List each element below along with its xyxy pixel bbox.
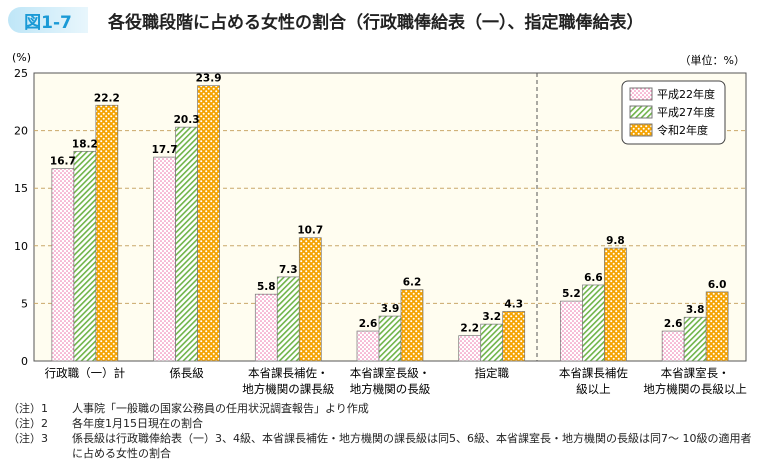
data-label: 2.6 — [664, 318, 683, 330]
bar-chart: (%) （単位：%） 0 5 10 15 20 25 16.7 18.2 22.2 行政職（一）計… — [12, 51, 747, 396]
chart-title: 各役職段階に占める女性の割合（行政職俸給表（一）、指定職俸給表） — [108, 12, 644, 33]
bar — [153, 156, 176, 362]
data-label: 7.3 — [279, 264, 298, 276]
data-label: 18.2 — [72, 138, 98, 150]
x-tick-label: 係長級 — [169, 366, 204, 380]
note-text: 係長級は行政職俸給表（一）3、4級、本省課長補佐・地方機関の課長級は同5、6級、… — [72, 432, 752, 460]
data-label: 23.9 — [196, 73, 222, 85]
legend-label: 平成27年度 — [657, 105, 715, 119]
bar — [705, 291, 729, 362]
y-tick-label: 15 — [14, 182, 28, 195]
bar — [604, 247, 627, 362]
y-axis-label: (%) — [12, 51, 31, 64]
notes: （注）1 人事院「一般職の国家公務員の任用状況調査報告」より作成 （注）2 各年度1月… — [8, 401, 760, 461]
x-tick-label: 本省課室長級・ — [350, 366, 431, 380]
bar — [73, 150, 97, 362]
bar — [95, 104, 119, 362]
bar — [276, 276, 300, 362]
data-label: 6.2 — [403, 277, 422, 289]
y-tick-label: 0 — [21, 355, 28, 368]
data-label: 10.7 — [297, 225, 323, 237]
data-label: 2.6 — [359, 318, 378, 330]
data-label: 5.2 — [562, 288, 581, 300]
y-tick-label: 25 — [14, 67, 28, 80]
data-label: 2.2 — [460, 323, 479, 335]
x-tick-label: 本省課室長・ — [661, 366, 730, 380]
bar — [560, 300, 583, 362]
figure-header: 図1-7 各役職段階に占める女性の割合（行政職俸給表（一）、指定職俸給表） — [8, 6, 644, 34]
x-tick-label: 地方機関の課長級 — [242, 382, 334, 396]
bar — [683, 316, 707, 362]
bar — [298, 237, 322, 362]
legend-swatch — [629, 105, 653, 119]
note-item: （注）3 係長級は行政職俸給表（一）3、4級、本省課長補佐・地方機関の課長級は同5… — [8, 431, 760, 461]
data-label: 3.2 — [482, 311, 501, 323]
x-tick-label: 指定職 — [474, 366, 509, 380]
x-tick-label: 本省課長補佐・ — [248, 366, 329, 380]
note-prefix: （注）2 — [8, 417, 48, 430]
bar — [175, 126, 198, 362]
bar — [254, 293, 278, 362]
note-item: （注）1 人事院「一般職の国家公務員の任用状況調査報告」より作成 — [8, 401, 760, 416]
legend-label: 令和2年度 — [657, 123, 708, 137]
note-text: 各年度1月15日現在の割合 — [72, 417, 203, 430]
y-tick-label: 5 — [21, 297, 28, 310]
x-tick-label: 地方機関の長級以上 — [643, 382, 747, 396]
legend-swatch — [629, 87, 653, 101]
note-prefix: （注）3 — [8, 432, 48, 445]
data-label: 17.7 — [152, 144, 178, 156]
legend-swatch — [629, 123, 653, 137]
bar — [356, 330, 380, 362]
data-label: 16.7 — [50, 156, 76, 168]
data-label: 6.6 — [584, 272, 603, 284]
x-tick-label: 本省課長補佐 — [559, 366, 628, 380]
legend-label: 平成22年度 — [657, 87, 715, 101]
data-label: 3.8 — [686, 304, 705, 316]
note-prefix: （注）1 — [8, 402, 48, 415]
bar — [480, 323, 504, 362]
x-tick-label: 級以上 — [576, 382, 611, 396]
bar — [458, 335, 482, 362]
x-tick-label: 行政職（一）計 — [45, 366, 126, 380]
bar — [661, 330, 685, 362]
data-label: 3.9 — [381, 303, 400, 315]
data-label: 6.0 — [708, 279, 727, 291]
bar — [51, 168, 75, 362]
note-item: （注）2 各年度1月15日現在の割合 — [8, 416, 760, 431]
unit-note: （単位：%） — [680, 53, 745, 67]
bar — [400, 289, 424, 362]
figure-label: 図1-7 — [8, 7, 88, 33]
bar — [197, 85, 220, 362]
data-label: 4.3 — [504, 298, 523, 310]
bar — [582, 284, 605, 362]
note-text: 人事院「一般職の国家公務員の任用状況調査報告」より作成 — [72, 402, 369, 415]
y-tick-label: 20 — [14, 125, 28, 138]
data-label: 9.8 — [606, 235, 625, 247]
y-tick-label: 10 — [14, 240, 28, 253]
bar — [502, 311, 526, 362]
data-label: 22.2 — [94, 92, 120, 104]
data-label: 20.3 — [174, 114, 200, 126]
x-tick-label: 地方機関の長級 — [350, 382, 431, 396]
bar — [378, 315, 402, 362]
data-label: 5.8 — [257, 281, 276, 293]
